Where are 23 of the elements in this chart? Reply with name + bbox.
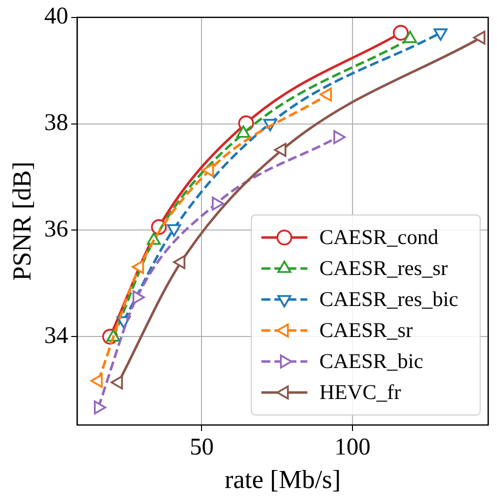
point [90,374,103,388]
legend-label: CAESR_res_bic [319,287,458,312]
point [473,30,486,45]
legend-label: CAESR_cond [319,225,439,250]
legend-label: CAESR_sr [319,318,413,342]
point [132,260,144,274]
y-tick-label: 38 [44,110,68,136]
y-tick-label: 36 [44,216,68,243]
x-axis-title: rate [Mb/s] [224,465,341,494]
point [274,142,286,157]
point [173,255,186,270]
legend-label: CAESR_bic [319,349,424,374]
y-axis-title: PSNR [dB] [7,162,36,281]
point [320,88,332,102]
y-tick-label: 40 [44,4,68,30]
x-tick-label: 100 [334,434,371,461]
legend-label: CAESR_res_sr [319,256,448,280]
point [392,24,409,41]
legend-label: HEVC_fr [319,380,402,404]
point [202,163,214,178]
x-tick-label: 50 [190,434,214,461]
point [110,375,123,390]
y-tick-label: 34 [44,322,68,349]
